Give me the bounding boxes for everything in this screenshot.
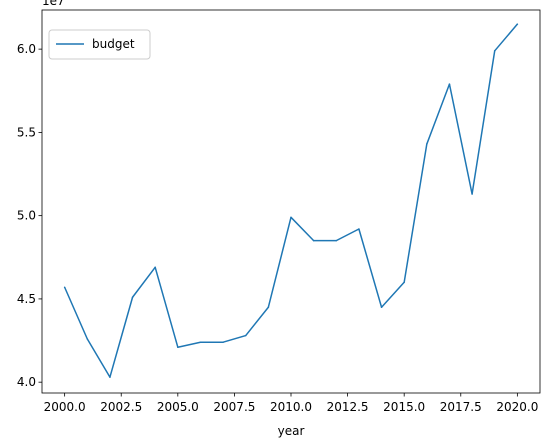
x-axis-ticks: 2000.0 2002.5 2005.0 2007.5 2010.0 2012.5 2015… (44, 393, 539, 414)
x-tick-label: 2012.5 (327, 400, 369, 414)
data-point (245, 335, 247, 337)
data-point (154, 267, 156, 269)
data-point (87, 338, 89, 340)
plot-area (42, 10, 540, 393)
y-axis-ticks: 4.0 4.5 5.0 5.5 6.0 (17, 42, 42, 389)
data-point (471, 193, 473, 195)
y-tick-label: 4.5 (17, 292, 36, 306)
x-tick-label: 2002.5 (100, 400, 142, 414)
data-point (177, 346, 179, 348)
x-tick-label: 2000.0 (44, 400, 86, 414)
x-axis-label: year (278, 424, 305, 438)
y-tick-label: 6.0 (17, 42, 36, 56)
data-point (403, 282, 405, 284)
x-tick-label: 2005.0 (157, 400, 199, 414)
data-point (494, 50, 496, 52)
y-tick-label: 5.0 (17, 209, 36, 223)
data-point (381, 306, 383, 308)
x-tick-label: 2010.0 (270, 400, 312, 414)
y-tick-label: 4.0 (17, 375, 36, 389)
x-tick-label: 2007.5 (213, 400, 255, 414)
legend-label: budget (92, 37, 135, 51)
data-point (449, 83, 451, 85)
x-tick-label: 2015.0 (383, 400, 425, 414)
legend: budget (49, 30, 150, 59)
data-point (109, 376, 111, 378)
data-point (222, 341, 224, 343)
data-point (517, 23, 519, 25)
data-point (358, 228, 360, 230)
data-point (132, 297, 134, 299)
data-point (426, 143, 428, 145)
data-point (200, 341, 202, 343)
x-tick-label: 2017.5 (440, 400, 482, 414)
x-tick-label: 2020.0 (496, 400, 538, 414)
data-point (313, 240, 315, 242)
data-point (336, 240, 338, 242)
data-point (64, 287, 66, 289)
y-offset-label: 1e7 (42, 0, 65, 8)
data-point (268, 306, 270, 308)
y-tick-label: 5.5 (17, 125, 36, 139)
data-point (290, 217, 292, 219)
